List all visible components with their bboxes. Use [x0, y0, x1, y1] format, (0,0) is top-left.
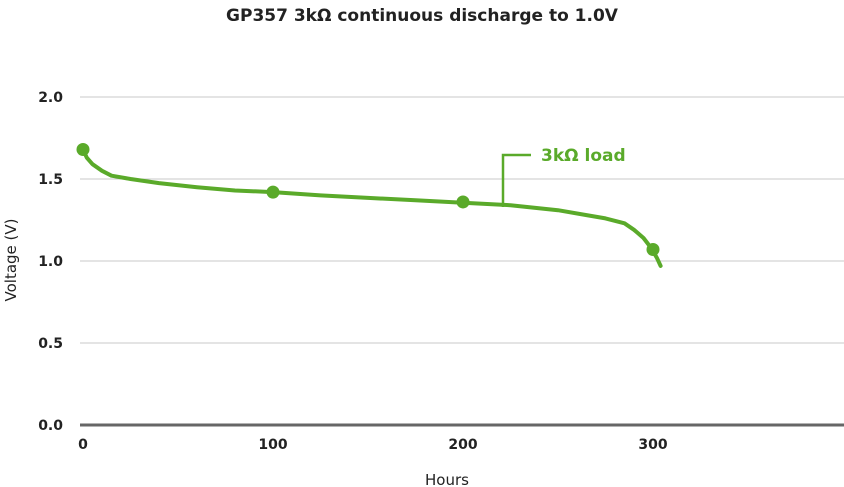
series-label: 3kΩ load	[541, 146, 626, 166]
data-point	[266, 185, 280, 199]
chart-title: GP357 3kΩ continuous discharge to 1.0V	[226, 6, 619, 26]
x-tick-label: 300	[638, 437, 667, 453]
y-tick-label: 2.0	[38, 90, 63, 106]
x-axis-ticks: 0 100 200 300	[78, 437, 668, 453]
y-axis-ticks: 0.0 0.5 1.0 1.5 2.0	[38, 90, 63, 434]
data-point	[76, 142, 90, 156]
y-axis-label: Voltage (V)	[2, 219, 20, 302]
series-label-leader	[501, 153, 531, 207]
y-tick-label: 1.0	[38, 254, 63, 270]
series-group	[76, 142, 663, 268]
y-tick-label: 0.0	[38, 418, 63, 434]
data-point	[646, 243, 660, 257]
x-tick-label: 100	[258, 437, 287, 453]
gridlines	[80, 96, 844, 344]
x-tick-label: 0	[78, 437, 88, 453]
x-axis-label: Hours	[425, 471, 469, 487]
data-point	[456, 195, 470, 209]
y-tick-label: 0.5	[38, 336, 63, 352]
series-line	[81, 147, 663, 268]
y-tick-label: 1.5	[38, 172, 63, 188]
x-tick-label: 200	[448, 437, 477, 453]
